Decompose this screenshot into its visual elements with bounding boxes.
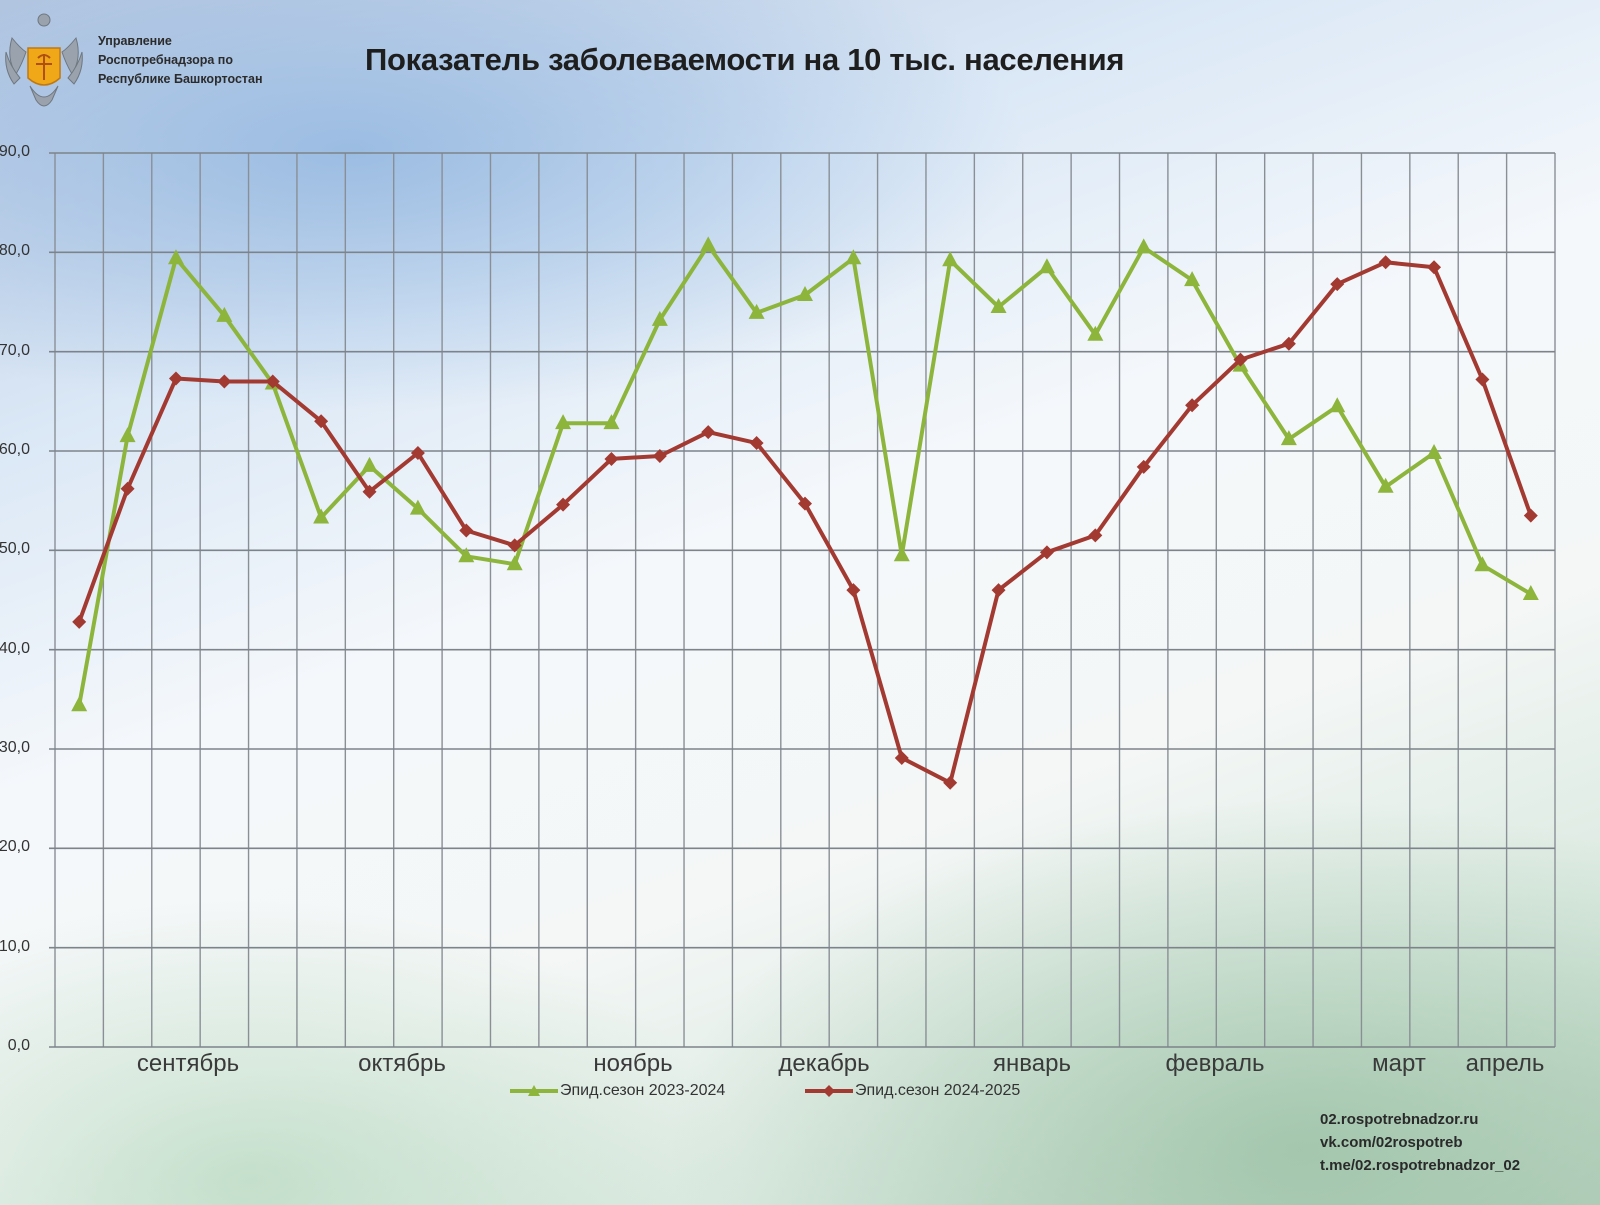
triangle-marker (1038, 258, 1055, 274)
triangle-marker (1135, 238, 1152, 254)
triangle-marker (119, 427, 136, 443)
legend-diamond-marker-icon (805, 1085, 853, 1097)
diamond-marker (362, 484, 377, 499)
telegram-link[interactable]: t.me/02.rospotrebnadzor_02 (1320, 1157, 1521, 1174)
diamond-marker (749, 436, 764, 451)
diamond-marker (1427, 260, 1442, 275)
diamond-marker (1378, 255, 1393, 270)
triangle-marker (1280, 430, 1297, 446)
y-tick-label: 70,0 (0, 341, 30, 359)
diamond-marker (701, 425, 716, 440)
diamond-marker (1185, 398, 1200, 413)
triangle-marker (845, 249, 862, 265)
legend-label-2024-2025: Эпид.сезон 2024-2025 (855, 1082, 1021, 1099)
legend-item-2024-2025: Эпид.сезон 2024-2025 (805, 1082, 1020, 1100)
diamond-marker (265, 374, 280, 389)
diamond-marker (798, 496, 812, 511)
triangle-marker (797, 286, 813, 302)
diamond-marker (943, 775, 958, 790)
legend-item-2023-2024: Эпид.сезон 2023-2024 (510, 1082, 725, 1100)
x-month-label: сентябрь (136, 1050, 240, 1077)
x-month-label: апрель (1465, 1050, 1545, 1077)
y-tick-label: 80,0 (0, 242, 30, 260)
triangle-marker (603, 414, 620, 430)
y-tick-label: 40,0 (0, 639, 30, 657)
y-tick-label: 90,0 (0, 143, 30, 160)
diamond-marker (604, 451, 619, 466)
triangle-marker (1426, 443, 1443, 459)
diamond-marker (314, 414, 329, 429)
organization-name: Управление Роспотребнадзора по Республик… (98, 32, 263, 89)
diamond-marker (1523, 508, 1538, 523)
triangle-marker (313, 508, 330, 524)
diamond-marker (652, 448, 667, 463)
triangle-marker (1522, 585, 1539, 601)
x-month-label: февраль (1165, 1050, 1265, 1077)
triangle-marker (942, 251, 959, 267)
org-line-1: Управление (98, 34, 172, 48)
triangle-marker (506, 555, 523, 571)
y-tick-label: 20,0 (0, 838, 30, 856)
x-month-label: январь (993, 1050, 1071, 1077)
website-link[interactable]: 02.rospotrebnadzor.ru (1320, 1111, 1479, 1128)
y-tick-label: 10,0 (0, 937, 30, 955)
diamond-marker (991, 583, 1006, 598)
triangle-marker (700, 236, 717, 252)
y-tick-label: 50,0 (0, 540, 30, 558)
x-month-label: ноябрь (593, 1050, 673, 1077)
diamond-marker (1088, 528, 1103, 543)
triangle-marker (1329, 397, 1346, 413)
triangle-marker (990, 297, 1007, 313)
diamond-marker (459, 523, 474, 538)
diamond-marker (1136, 459, 1151, 474)
triangle-marker (1087, 325, 1104, 341)
triangle-marker (361, 456, 378, 472)
triangle-marker (893, 546, 910, 562)
triangle-marker (1474, 556, 1491, 572)
diamond-marker (1281, 336, 1296, 351)
triangle-marker (1377, 477, 1394, 493)
legend-label-2023-2024: Эпид.сезон 2023-2024 (560, 1082, 726, 1099)
triangle-marker (555, 414, 572, 430)
diamond-marker (410, 445, 425, 460)
chart-title: Показатель заболеваемости на 10 тыс. нас… (365, 42, 1125, 77)
triangle-marker (458, 547, 475, 563)
triangle-marker (167, 249, 184, 265)
y-tick-label: 60,0 (0, 441, 30, 458)
triangle-marker (651, 310, 668, 326)
diamond-marker (72, 614, 87, 629)
triangle-marker (748, 303, 765, 319)
y-tick-label: 0,0 (7, 1037, 30, 1054)
y-tick-label: 30,0 (0, 739, 30, 756)
triangle-marker (216, 306, 233, 322)
diamond-marker (1330, 277, 1345, 292)
diamond-marker (846, 583, 861, 598)
triangle-marker (409, 499, 426, 515)
x-month-label: декабрь (778, 1050, 870, 1077)
diamond-marker (507, 538, 522, 553)
diamond-marker (120, 481, 135, 496)
vk-link[interactable]: vk.com/02rospotreb (1320, 1134, 1463, 1151)
x-month-label: октябрь (358, 1050, 446, 1077)
triangle-marker (1184, 271, 1201, 287)
org-line-3: Республике Башкортостан (98, 72, 263, 86)
diamond-marker (1233, 352, 1248, 367)
legend-triangle-marker-icon (510, 1085, 558, 1096)
diamond-marker (556, 497, 571, 512)
header: Управление Роспотребнадзора по Республик… (0, 0, 1600, 130)
diamond-marker (168, 371, 183, 386)
diamond-marker (1039, 545, 1054, 560)
diamond-marker (217, 374, 232, 389)
footer-links: 02.rospotrebnadzor.ru vk.com/02rospotreb… (1320, 1108, 1520, 1177)
emblem-icon (5, 13, 83, 107)
triangle-marker (71, 696, 88, 712)
diamond-marker (1475, 372, 1490, 387)
org-line-2: Роспотребнадзора по (98, 53, 233, 67)
x-month-label: март (1372, 1050, 1426, 1077)
diamond-marker (894, 750, 909, 765)
